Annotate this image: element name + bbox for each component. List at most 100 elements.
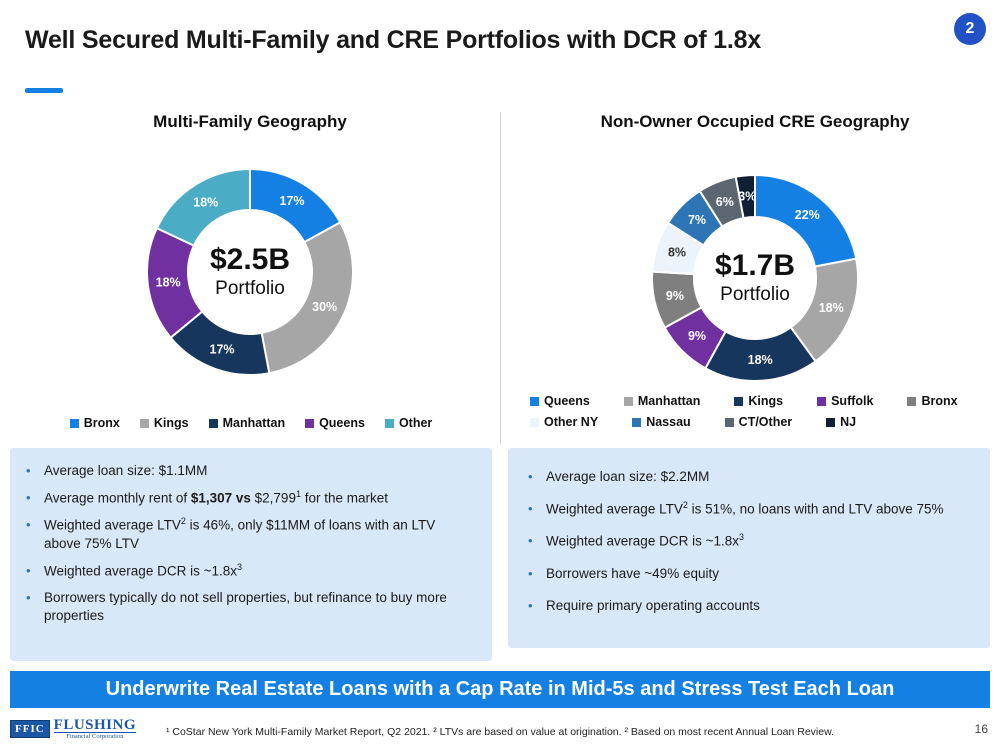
- portfolio-value: $1.7B: [714, 249, 796, 282]
- bottom-banner: Underwrite Real Estate Loans with a Cap …: [10, 671, 990, 708]
- bullet-marker: •: [26, 517, 31, 533]
- bullet-item: • Borrowers typically do not sell propert…: [26, 589, 470, 625]
- legend-label: Kings: [748, 394, 784, 408]
- legend-item-nj: NJ: [826, 415, 856, 429]
- donut-value-label: 7%: [688, 213, 706, 227]
- bullet-item: • Borrowers have ~49% equity: [528, 565, 968, 583]
- donut-segment-nj: [734, 173, 756, 220]
- bullet-text: Borrowers have ~49% equity: [546, 565, 719, 581]
- bullet-marker: •: [26, 590, 31, 606]
- legend-label: Nassau: [646, 415, 691, 429]
- legend-item-other: Other: [384, 416, 433, 430]
- donut-value-label: 18%: [748, 353, 773, 367]
- bullet-item: • Require primary operating accounts: [528, 597, 968, 615]
- bullet-item: • Average monthly rent of $1,307 vs $2,79…: [26, 489, 470, 507]
- legend-item-manhattan: Manhattan: [208, 416, 286, 430]
- bullet-item: • Weighted average DCR is ~1.8x3: [528, 532, 968, 550]
- logo-flushing-text: FLUSHING: [53, 717, 137, 733]
- legend-label: Manhattan: [637, 394, 701, 408]
- legend-item-other-ny: Other NY: [530, 415, 598, 429]
- legend-swatch: [724, 417, 734, 427]
- bullet-item: • Average loan size: $1.1MM: [26, 462, 470, 480]
- portfolio-value: $2.5B: [209, 243, 291, 276]
- donut-value-label: 17%: [210, 343, 235, 357]
- bullet-item: • Weighted average DCR is ~1.8x3: [26, 562, 470, 580]
- legend-label: Manhattan: [222, 416, 286, 430]
- legend-item-bronx: Bronx: [69, 416, 120, 430]
- legend-row: Queens Manhattan Kings Suffolk Bronx: [530, 394, 990, 408]
- logo-ffic-mark: FFIC: [10, 720, 50, 738]
- column-divider: [500, 112, 501, 444]
- logo-subtitle: Financial Corporation: [53, 732, 137, 740]
- legend-item-kings: Kings: [734, 394, 783, 408]
- donut-value-label: 8%: [668, 246, 686, 260]
- legend-label: Other NY: [544, 415, 599, 429]
- legend-swatch: [384, 418, 394, 428]
- bullet-marker: •: [528, 565, 533, 581]
- donut-value-label: 9%: [666, 289, 684, 303]
- bullet-marker: •: [26, 489, 31, 505]
- bullet-text: Borrowers typically do not sell properti…: [44, 590, 447, 624]
- cre-info-box: • Average loan size: $2.2MM • Weighted aver…: [508, 448, 990, 648]
- multifamily-chart-title: Multi-Family Geography: [153, 112, 347, 131]
- legend-swatch: [623, 396, 633, 406]
- bullet-marker: •: [26, 562, 31, 578]
- bullet-item: • Average loan size: $2.2MM: [528, 468, 968, 486]
- bullet-marker: •: [26, 463, 31, 478]
- legend-label: Bronx: [83, 416, 120, 430]
- bullet-text: Weighted average DCR is ~1.8x3: [546, 532, 744, 549]
- legend-swatch: [208, 418, 218, 428]
- portfolio-label: Portfolio: [215, 278, 285, 299]
- legend-label: Kings: [153, 416, 189, 430]
- donut-value-label: 3%: [738, 189, 756, 203]
- donut-segment-kings: [260, 221, 354, 375]
- legend-label: Other: [398, 416, 433, 430]
- title-accent-bar: [25, 88, 63, 93]
- donut-value-label: 6%: [716, 195, 734, 209]
- legend-swatch: [632, 417, 642, 427]
- cre-legend: Queens Manhattan Kings Suffolk Bronx Other NY…: [530, 394, 990, 429]
- bullet-item: • Weighted average LTV2 is 46%, only $11M…: [26, 516, 470, 552]
- cre-chart-title: Non-Owner Occupied CRE Geography: [600, 112, 910, 131]
- legend-label: NJ: [840, 415, 857, 429]
- legend-item-nassau: Nassau: [632, 415, 691, 429]
- bullet-marker: •: [528, 533, 533, 549]
- donut-value-label: 18%: [819, 301, 844, 315]
- portfolio-label: Portfolio: [720, 284, 790, 305]
- multifamily-donut-chart: 17% 30% 17% 18% 18%: [146, 167, 354, 376]
- bullet-text: Average loan size: $1.1MM: [44, 463, 208, 478]
- cre-donut-center: $1.7B Portfolio: [680, 250, 830, 308]
- cre-donut-chart: 22% 18% 18% 9% 9% 8% 7% 6% 3%: [651, 173, 859, 382]
- legend-label: Bronx: [921, 394, 958, 408]
- multifamily-donut-center: $2.5B Portfolio: [175, 244, 325, 302]
- legend-swatch: [139, 418, 149, 428]
- legend-swatch: [734, 396, 744, 406]
- legend-item-ct-other: CT/Other: [724, 415, 792, 429]
- legend-swatch: [69, 418, 79, 428]
- company-logo: FFIC FLUSHING Financial Corporation: [10, 717, 137, 740]
- donut-segment-other: [155, 167, 251, 247]
- bullet-text: Require primary operating accounts: [546, 597, 760, 613]
- legend-item-bronx: Bronx: [907, 394, 958, 408]
- legend-label: Queens: [544, 394, 590, 408]
- multifamily-info-box: • Average loan size: $1.1MM • Average month…: [10, 448, 492, 661]
- page-title: Well Secured Multi-Family and CRE Portfo…: [25, 26, 762, 54]
- legend-item-queens: Queens: [530, 394, 590, 408]
- donut-value-label: 17%: [279, 194, 304, 208]
- logo-wordmark: FLUSHING Financial Corporation: [53, 717, 137, 740]
- legend-item-kings: Kings: [139, 416, 189, 430]
- legend-swatch: [907, 396, 917, 406]
- legend-item-suffolk: Suffolk: [817, 394, 873, 408]
- legend-swatch: [817, 396, 827, 406]
- donut-value-label: 18%: [156, 275, 181, 289]
- donut-value-label: 9%: [688, 329, 706, 343]
- legend-label: Suffolk: [831, 394, 874, 408]
- donut-value-label: 22%: [795, 208, 820, 222]
- bullet-text: Weighted average DCR is ~1.8x3: [44, 561, 242, 579]
- bullet-marker: •: [528, 597, 533, 613]
- legend-item-manhattan: Manhattan: [623, 394, 701, 408]
- legend-swatch: [530, 417, 539, 427]
- legend-row: Other NY Nassau CT/Other NJ: [530, 415, 990, 429]
- bullet-marker: •: [528, 469, 533, 484]
